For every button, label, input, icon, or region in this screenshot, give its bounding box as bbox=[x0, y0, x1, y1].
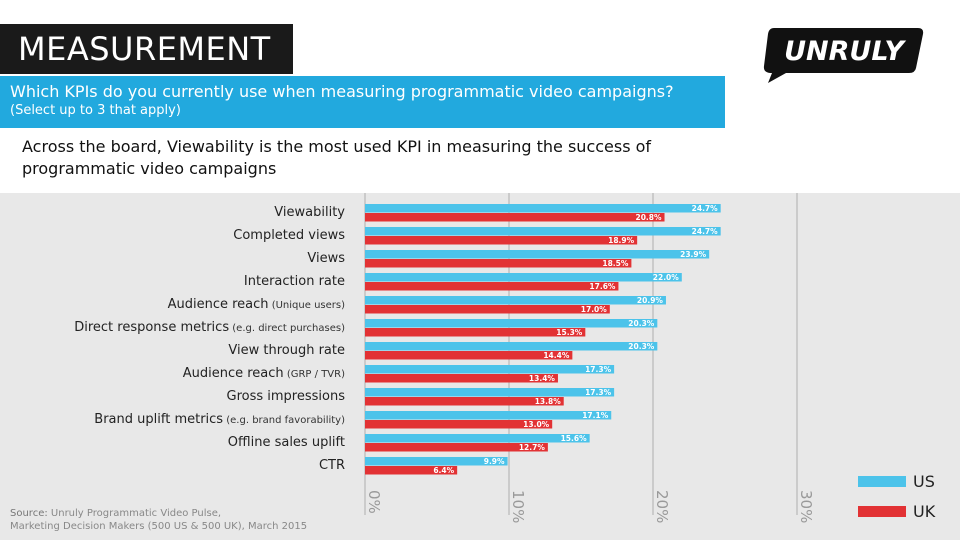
bar-us bbox=[365, 457, 508, 466]
source-text2: Marketing Decision Makers (500 US & 500 … bbox=[10, 521, 308, 532]
data-label: 13.4% bbox=[529, 374, 556, 383]
legend-label-us: US bbox=[913, 472, 935, 491]
category-note: (Unique users) bbox=[268, 300, 345, 311]
bar-us bbox=[365, 227, 721, 236]
bar-us bbox=[365, 365, 615, 374]
category-note: (GRP / TVR) bbox=[283, 369, 345, 380]
data-label: 20.3% bbox=[628, 319, 655, 328]
category-name: Viewability bbox=[274, 205, 345, 220]
legend-label-uk: UK bbox=[913, 502, 936, 521]
bar-uk bbox=[365, 443, 548, 452]
bar-uk bbox=[365, 259, 632, 268]
data-label: 15.6% bbox=[561, 434, 588, 443]
category-name: Offline sales uplift bbox=[227, 435, 345, 450]
bar-us bbox=[365, 388, 615, 397]
bar-us bbox=[365, 250, 710, 259]
data-label: 20.8% bbox=[635, 213, 662, 222]
data-label: 22.0% bbox=[653, 273, 680, 282]
data-label: 24.7% bbox=[692, 204, 719, 213]
data-label: 20.9% bbox=[637, 296, 664, 305]
category-label: Gross impressions bbox=[227, 389, 345, 404]
category-name: Views bbox=[307, 251, 345, 266]
legend-swatch-uk bbox=[858, 506, 906, 517]
tick-label: 10% bbox=[509, 490, 527, 523]
category-label: CTR bbox=[319, 458, 345, 473]
bar-uk bbox=[365, 420, 553, 429]
category-label: Views bbox=[307, 251, 345, 266]
bar-us bbox=[365, 296, 666, 305]
question-banner: Which KPIs do you currently use when mea… bbox=[0, 76, 725, 128]
question-note: (Select up to 3 that apply) bbox=[10, 103, 181, 118]
bar-us bbox=[365, 342, 658, 351]
bar-uk bbox=[365, 397, 564, 406]
category-name: CTR bbox=[318, 458, 345, 473]
data-label: 17.3% bbox=[585, 365, 612, 374]
bar-uk bbox=[365, 213, 665, 222]
source-note: Source: Unruly Programmatic Video Pulse,… bbox=[10, 507, 307, 533]
category-label: Viewability bbox=[274, 205, 345, 220]
category-label: Direct response metrics (e.g. direct pur… bbox=[74, 320, 345, 335]
bar-uk bbox=[365, 282, 619, 291]
category-label: Interaction rate bbox=[244, 274, 345, 289]
insight-text: Across the board, Viewability is the mos… bbox=[22, 137, 652, 178]
bar-us bbox=[365, 319, 658, 328]
data-label: 12.7% bbox=[519, 443, 546, 452]
category-note: (e.g. brand favorability) bbox=[223, 415, 345, 426]
category-name: Audience reach bbox=[167, 297, 269, 312]
data-label: 14.4% bbox=[543, 351, 570, 360]
bar-uk bbox=[365, 305, 610, 314]
category-name: Audience reach bbox=[182, 366, 284, 381]
bar-uk bbox=[365, 236, 638, 245]
data-label: 13.0% bbox=[523, 420, 550, 429]
unruly-logo: UNRULY bbox=[763, 28, 924, 83]
bar-uk bbox=[365, 328, 586, 337]
data-label: 13.8% bbox=[535, 397, 562, 406]
tick-label: 20% bbox=[653, 490, 671, 523]
category-name: Completed views bbox=[233, 228, 345, 243]
data-label: 17.3% bbox=[585, 388, 612, 397]
data-label: 17.1% bbox=[582, 411, 609, 420]
data-label: 17.6% bbox=[589, 282, 616, 291]
bar-uk bbox=[365, 466, 458, 475]
category-note: (e.g. direct purchases) bbox=[229, 323, 345, 334]
data-label: 24.7% bbox=[692, 227, 719, 236]
bar-us bbox=[365, 204, 721, 213]
source-text: Unruly Programmatic Video Pulse, bbox=[50, 508, 222, 519]
category-label: Brand uplift metrics (e.g. brand favorab… bbox=[94, 412, 345, 427]
category-label: View through rate bbox=[228, 343, 345, 358]
data-label: 17.0% bbox=[581, 305, 608, 314]
question-text: Which KPIs do you currently use when mea… bbox=[10, 82, 674, 101]
page-title: MEASUREMENT bbox=[0, 24, 293, 74]
bar-us bbox=[365, 273, 682, 282]
category-label: Completed views bbox=[233, 228, 345, 243]
category-name: Direct response metrics bbox=[74, 320, 230, 335]
category-label: Offline sales uplift bbox=[228, 435, 345, 450]
category-label: Audience reach (GRP / TVR) bbox=[183, 366, 345, 381]
source-label: Source: bbox=[10, 508, 48, 519]
data-label: 18.9% bbox=[608, 236, 635, 245]
category-label: Audience reach (Unique users) bbox=[168, 297, 345, 312]
category-name: Brand uplift metrics bbox=[94, 412, 224, 427]
legend-swatch-us bbox=[858, 476, 906, 487]
tick-label: 0% bbox=[365, 490, 383, 514]
bar-uk bbox=[365, 374, 558, 383]
data-label: 18.5% bbox=[602, 259, 629, 268]
svg-text:UNRULY: UNRULY bbox=[784, 36, 906, 67]
data-label: 15.3% bbox=[556, 328, 583, 337]
tick-label: 30% bbox=[797, 490, 815, 523]
bar-uk bbox=[365, 351, 573, 360]
category-name: Interaction rate bbox=[243, 274, 345, 289]
bar-us bbox=[365, 434, 590, 443]
data-label: 20.3% bbox=[628, 342, 655, 351]
data-label: 6.4% bbox=[433, 466, 454, 475]
data-label: 9.9% bbox=[484, 457, 505, 466]
data-label: 23.9% bbox=[680, 250, 707, 259]
category-name: Gross impressions bbox=[226, 389, 345, 404]
bar-us bbox=[365, 411, 612, 420]
category-name: View through rate bbox=[228, 343, 345, 358]
